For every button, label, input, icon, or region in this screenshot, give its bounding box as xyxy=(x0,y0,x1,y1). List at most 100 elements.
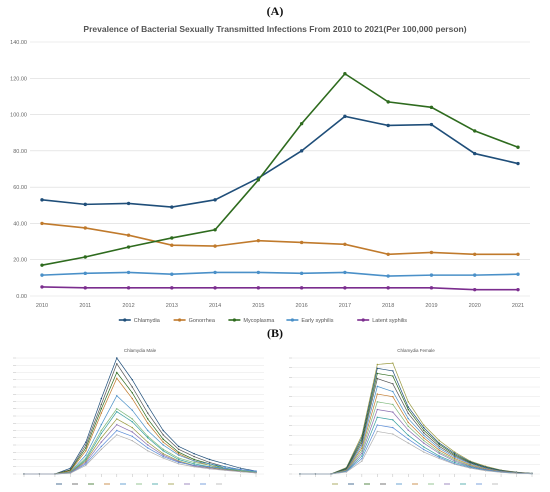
data-point xyxy=(85,464,87,466)
x-tick-label: 2018 xyxy=(382,303,394,309)
data-point xyxy=(453,457,456,460)
data-point xyxy=(147,450,149,452)
data-point xyxy=(473,151,477,156)
data-point xyxy=(299,473,301,475)
y-tick-label: 60.00 xyxy=(13,185,27,191)
data-point xyxy=(147,435,149,437)
data-point xyxy=(407,417,409,420)
series-line xyxy=(300,378,533,475)
data-point xyxy=(516,252,520,256)
data-point xyxy=(85,444,87,446)
data-point xyxy=(299,121,304,126)
data-point xyxy=(392,390,394,393)
data-point xyxy=(177,453,180,455)
data-point xyxy=(256,238,261,243)
data-point xyxy=(83,202,87,207)
data-point xyxy=(407,421,409,424)
data-point xyxy=(453,460,456,462)
data-point xyxy=(299,271,304,276)
data-point xyxy=(208,458,211,461)
data-point xyxy=(314,473,317,475)
data-point xyxy=(147,441,149,443)
data-point xyxy=(453,451,456,453)
chart-a-title: Prevalence of Bacterial Sexually Transmi… xyxy=(83,24,467,34)
data-point xyxy=(131,418,133,420)
y-tick-label: 0.00 xyxy=(16,294,27,300)
data-point xyxy=(131,409,133,411)
data-point xyxy=(361,450,363,452)
data-point xyxy=(162,434,164,436)
data-point xyxy=(376,393,379,395)
data-point xyxy=(85,454,87,456)
data-point xyxy=(386,252,390,256)
data-point xyxy=(453,455,456,457)
data-point xyxy=(100,429,103,432)
data-point xyxy=(116,424,118,426)
data-point xyxy=(100,437,103,439)
data-point xyxy=(116,434,118,436)
series-line xyxy=(24,357,257,475)
data-point xyxy=(407,442,409,444)
series-line xyxy=(300,367,533,475)
data-point xyxy=(147,447,149,449)
data-point xyxy=(453,453,456,456)
data-point xyxy=(438,443,440,446)
data-point xyxy=(100,403,103,406)
legend-marker xyxy=(123,318,127,322)
data-point xyxy=(438,451,440,453)
series-line xyxy=(300,393,533,475)
data-point xyxy=(392,433,394,435)
y-tick-label: 100.00 xyxy=(10,113,27,119)
data-point xyxy=(38,473,41,475)
data-point xyxy=(40,285,44,289)
data-point xyxy=(162,444,164,446)
x-tick-label: 2011 xyxy=(79,303,91,309)
data-point xyxy=(376,367,379,370)
series-line xyxy=(300,373,533,475)
data-point xyxy=(147,418,149,420)
data-point xyxy=(392,362,394,364)
data-point xyxy=(438,449,440,451)
data-point xyxy=(162,454,164,456)
data-point xyxy=(361,457,363,460)
chart-b-female: Chlamydia Female xyxy=(289,348,540,485)
data-point xyxy=(500,471,502,474)
x-tick-label: 2020 xyxy=(469,303,481,309)
data-point xyxy=(170,236,174,240)
data-point xyxy=(193,453,195,455)
data-point xyxy=(193,466,195,468)
data-point xyxy=(126,245,131,249)
data-point xyxy=(85,460,87,462)
data-point xyxy=(162,455,164,458)
x-tick-label: 2019 xyxy=(425,303,437,309)
data-point xyxy=(376,363,379,366)
legend-label: Mycoplasma xyxy=(243,318,275,324)
data-point xyxy=(469,462,471,465)
data-point xyxy=(423,451,425,453)
data-point xyxy=(162,438,164,440)
chart-a: 0.00 20.00 40.00 60.00 80.00 100.00 120.00 140.… xyxy=(10,40,530,324)
data-point xyxy=(386,100,390,104)
data-point xyxy=(376,401,379,403)
data-point xyxy=(162,448,164,451)
data-point xyxy=(131,426,133,429)
data-point xyxy=(361,455,363,457)
data-point xyxy=(83,226,87,230)
data-point xyxy=(453,452,456,455)
data-point xyxy=(515,472,518,475)
data-point xyxy=(423,442,425,444)
series-line-gonorrhea xyxy=(41,222,518,256)
data-point xyxy=(83,255,87,259)
data-point xyxy=(429,286,434,290)
data-point xyxy=(453,461,456,464)
legend-marker xyxy=(361,318,365,322)
data-point xyxy=(484,470,487,472)
y-tick-label: 20.00 xyxy=(13,258,27,264)
data-point xyxy=(131,421,133,423)
series-line xyxy=(24,371,257,475)
data-point xyxy=(224,467,226,469)
data-point xyxy=(177,457,180,459)
data-point xyxy=(54,473,56,475)
data-point xyxy=(116,395,118,397)
data-point xyxy=(208,463,211,465)
